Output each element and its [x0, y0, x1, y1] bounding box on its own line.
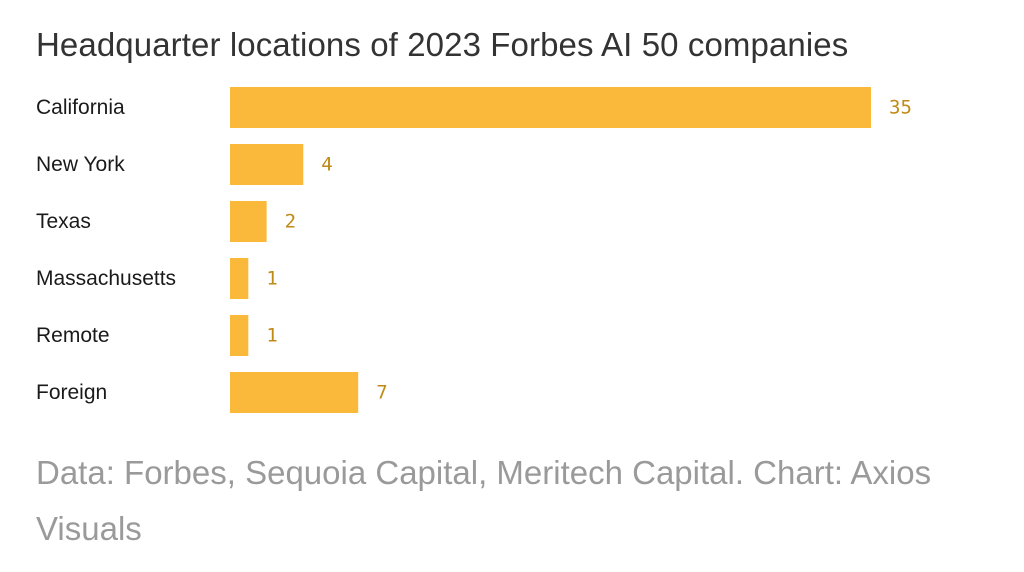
bar-foreign [230, 372, 358, 413]
source-note: Data: Forbes, Sequoia Capital, Meritech … [36, 445, 996, 557]
category-label-massachusetts: Massachusetts [36, 267, 176, 290]
value-label-california: 35 [889, 97, 912, 119]
value-label-remote: 1 [266, 325, 277, 347]
bar-chart: California 35 New York 4 Texas 2 Massachusetts… [0, 0, 1024, 440]
category-label-foreign: Foreign [36, 381, 107, 404]
bar-california [230, 87, 871, 128]
bar-texas [230, 201, 267, 242]
bar-new-york [230, 144, 303, 185]
category-label-new-york: New York [36, 153, 125, 176]
value-label-massachusetts: 1 [266, 268, 277, 290]
category-label-california: California [36, 96, 125, 119]
bar-remote [230, 315, 248, 356]
category-label-remote: Remote [36, 324, 110, 347]
category-label-texas: Texas [36, 210, 91, 233]
value-label-texas: 2 [285, 211, 296, 233]
value-label-new-york: 4 [321, 154, 332, 176]
value-label-foreign: 7 [376, 382, 387, 404]
bar-massachusetts [230, 258, 248, 299]
